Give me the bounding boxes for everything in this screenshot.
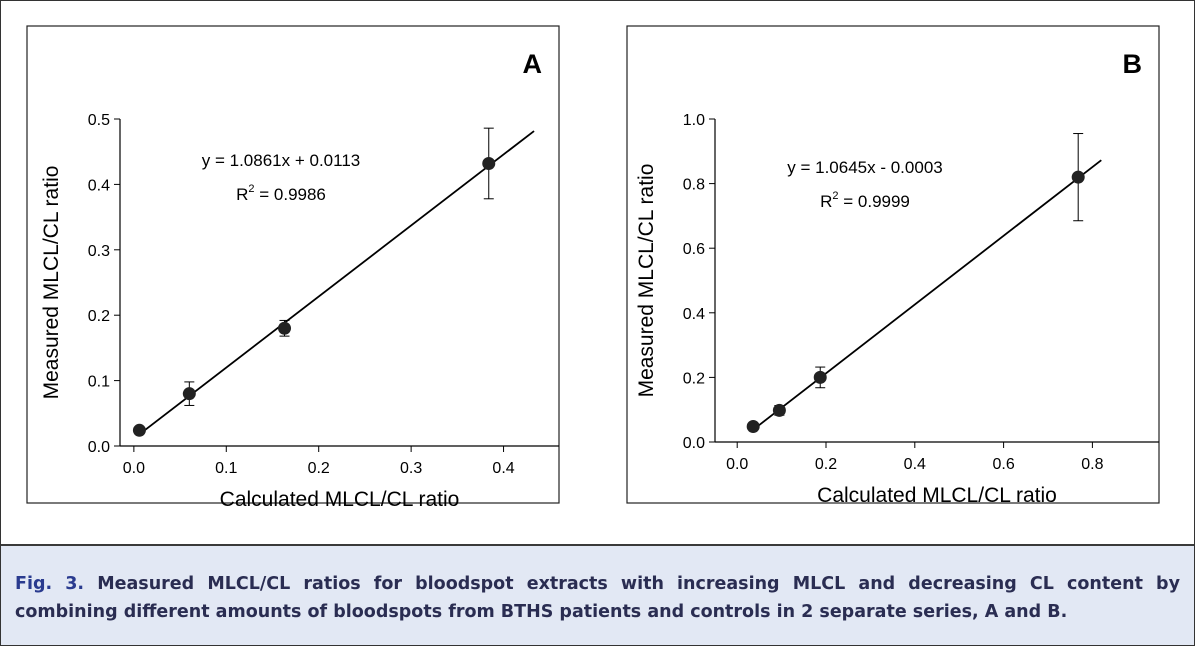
x-axis-title: Calculated MLCL/CL ratio: [817, 484, 1057, 507]
x-tick-label: 0.4: [492, 460, 514, 477]
x-tick-label: 0.4: [904, 456, 926, 473]
data-point-group: [772, 403, 786, 417]
x-tick-label: 0.8: [1081, 456, 1103, 473]
data-point-group: [482, 127, 496, 200]
y-tick-label: 0.5: [88, 112, 110, 129]
data-point: [746, 419, 760, 433]
panel-label: A: [523, 49, 543, 79]
y-axis-title: Measured MLCL/CL ratio: [635, 164, 658, 398]
y-tick-label: 0.1: [88, 374, 110, 391]
r-squared-label: R2 = 0.9986: [236, 183, 326, 204]
data-point: [772, 403, 786, 417]
y-tick-label: 0.4: [683, 306, 705, 323]
y-tick-label: 1.0: [683, 112, 705, 129]
y-tick-label: 0.2: [88, 308, 110, 325]
data-point: [182, 387, 196, 401]
data-point-group: [746, 419, 760, 433]
x-tick-label: 0.6: [992, 456, 1014, 473]
trendline: [752, 159, 1102, 431]
x-tick-label: 0.1: [215, 460, 237, 477]
trendline-equation: y = 1.0861x + 0.0113: [202, 151, 360, 170]
trendline: [138, 130, 535, 436]
y-tick-label: 0.3: [88, 243, 110, 260]
y-tick-label: 0.4: [88, 177, 110, 194]
r-squared-symbol: R: [236, 185, 248, 204]
data-point-group: [278, 319, 292, 337]
data-point: [813, 370, 827, 384]
caption-text: Fig. 3. Measured MLCL/CL ratios for bloo…: [15, 570, 1180, 626]
x-tick-label: 0.2: [815, 456, 837, 473]
r-squared-label: R2 = 0.9999: [820, 190, 910, 211]
y-tick-label: 0.2: [683, 370, 705, 387]
r-squared-symbol: R: [820, 192, 832, 211]
data-point-group: [132, 423, 146, 437]
chart-panel-a: 0.0 0.1 0.2 0.3 0.4 0.5 0.0 0.1 0.2 0.3 0.4 Calcula…: [26, 25, 560, 511]
r-squared-superscript: 2: [832, 190, 838, 202]
x-tick-label: 0.0: [726, 456, 748, 473]
x-tick-label: 0.3: [400, 460, 422, 477]
y-tick-label: 0.0: [683, 435, 705, 452]
trendline-equation: y = 1.0645x - 0.0003: [787, 158, 942, 177]
data-point: [482, 156, 496, 170]
panel-frame: [626, 25, 1160, 504]
chart-panel-b: 0.0 0.2 0.4 0.6 0.8 1.0 0.0 0.2 0.4 0.6 0.8 Calcula…: [626, 25, 1160, 507]
data-point-group: [813, 366, 827, 389]
y-tick-label: 0.8: [683, 177, 705, 194]
x-tick-label: 0.0: [123, 460, 145, 477]
r-squared-value: = 0.9986: [255, 185, 326, 204]
panel-label: B: [1123, 49, 1143, 79]
caption-label: Fig. 3.: [15, 574, 85, 594]
panel-frame: [26, 25, 560, 504]
y-tick-label: 0.6: [683, 241, 705, 258]
data-point: [132, 423, 146, 437]
data-point: [278, 321, 292, 335]
x-tick-label: 0.2: [308, 460, 330, 477]
y-tick-label: 0.0: [88, 439, 110, 456]
data-point: [1071, 170, 1085, 184]
r-squared-value: = 0.9999: [839, 192, 910, 211]
figure-caption: Fig. 3. Measured MLCL/CL ratios for bloo…: [1, 544, 1194, 645]
caption-body: Measured MLCL/CL ratios for bloodspot ex…: [15, 574, 1180, 622]
charts-canvas: 0.0 0.1 0.2 0.3 0.4 0.5 0.0 0.1 0.2 0.3 0.4 Calcula…: [26, 25, 1160, 511]
x-axis-title: Calculated MLCL/CL ratio: [220, 488, 460, 511]
data-point-group: [1071, 133, 1085, 222]
r-squared-superscript: 2: [248, 183, 254, 195]
y-axis-title: Measured MLCL/CL ratio: [40, 166, 63, 400]
data-point-group: [182, 381, 196, 406]
